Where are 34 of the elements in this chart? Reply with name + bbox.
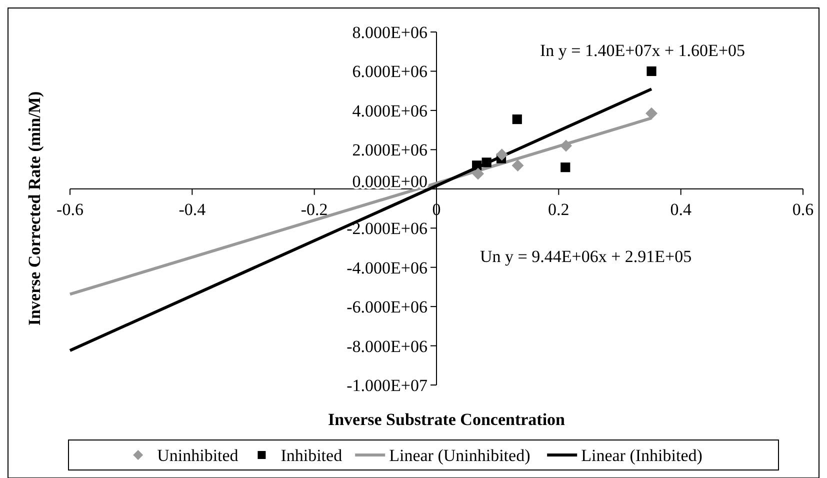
point [512,160,524,172]
y-tick-label: -1.000E+07 [346,376,428,395]
point [496,148,508,161]
y-tick-label: 2.000E+06 [352,140,428,160]
y-tick-label: 6.000E+06 [352,62,428,82]
y-tick-label: -4.000E+06 [346,258,428,278]
x-tick-label: 0.2 [548,200,570,219]
x-tick-label: 0.6 [792,200,814,219]
y-tick-label: 4.000E+06 [352,101,428,120]
legend-label: Linear (Uninhibited) [389,446,530,465]
point [472,168,484,180]
legend-label: Uninhibited [157,446,239,465]
x-tick-label: -0.4 [178,200,206,219]
legend-label: Linear (Inhibited) [581,446,702,465]
y-tick-label: -2.000E+06 [346,219,428,238]
y-tick-label: 8.000E+06 [352,23,428,42]
annotation: In y = 1.40E+07x + 1.60E+05 [540,41,746,60]
annotation: Un y = 9.44E+06x + 2.91E+05 [480,247,692,266]
point [646,66,656,76]
legend-label: Inhibited [280,446,343,465]
y-tick-label: 0.000E+00 [352,172,428,191]
point [560,162,570,172]
x-tick-label: 0.4 [670,200,692,219]
point [560,140,572,152]
y-tick-label: -8.000E+06 [346,336,428,356]
x-tick-label: -0.2 [300,200,328,219]
y-axis-title: Inverse Corrected Rate (min/M) [25,91,44,326]
x-axis-title: Inverse Substrate Concentration [328,410,566,429]
x-tick-label: -0.6 [56,200,84,219]
point [482,158,492,168]
point [646,107,658,120]
point [472,160,482,170]
y-tick-label: -6.000E+06 [346,298,428,317]
point [512,114,522,124]
